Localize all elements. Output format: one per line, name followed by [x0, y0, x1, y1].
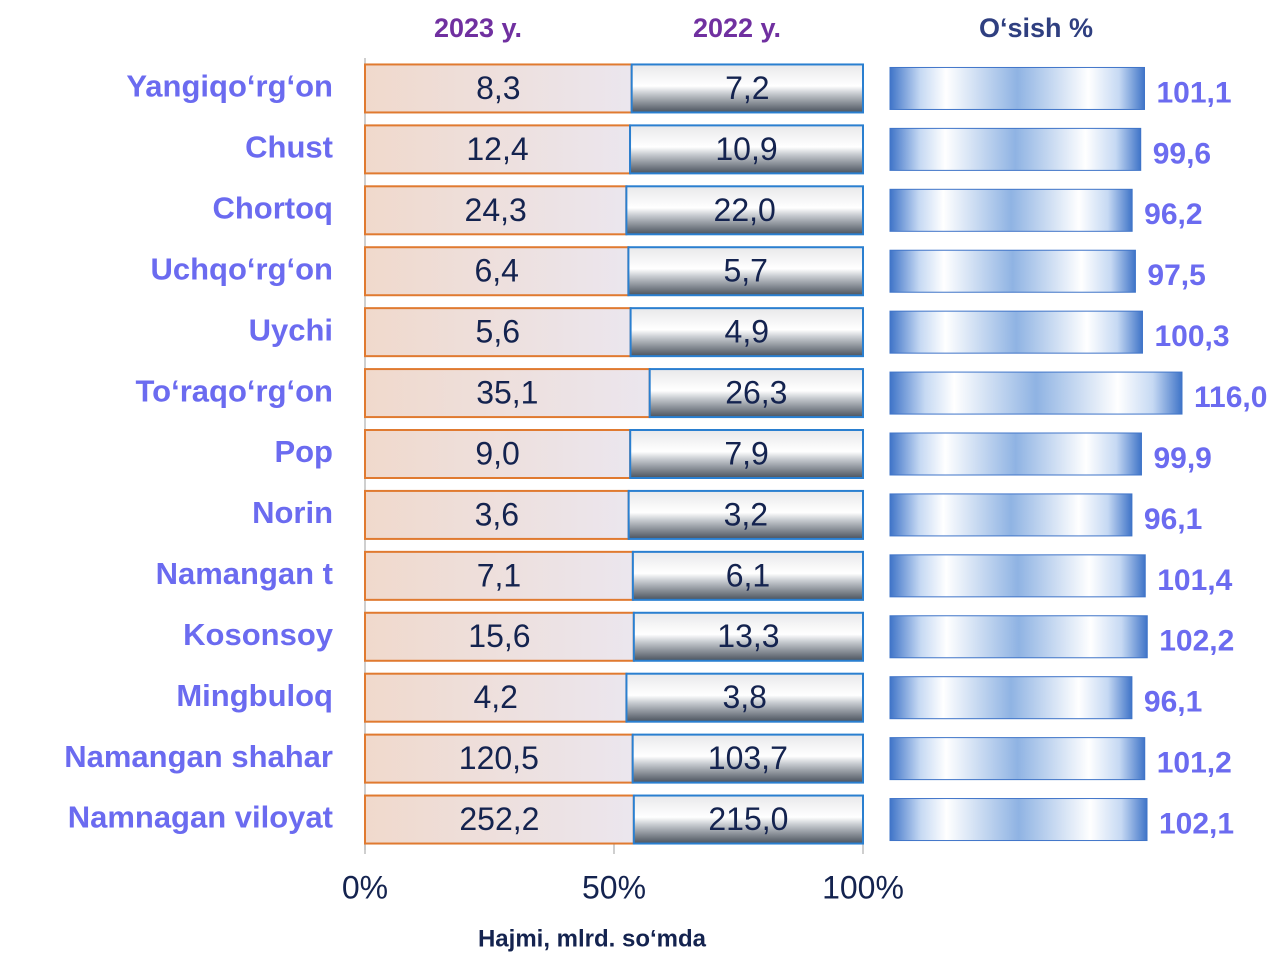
bar-segment	[632, 611, 864, 662]
growth-bar	[889, 188, 1133, 232]
bar-segment	[648, 368, 865, 419]
category-label: Chortoq	[212, 190, 333, 225]
growth-bar	[889, 737, 1146, 781]
value-label: 5,7	[723, 253, 767, 289]
value-label: 13,3	[717, 618, 779, 654]
category-label: Uchqo‘rg‘on	[150, 251, 333, 286]
value-label: 7,1	[477, 557, 521, 593]
category-label: Yangiqo‘rg‘on	[126, 69, 333, 104]
growth-bar	[889, 615, 1148, 659]
bar-segment	[364, 63, 633, 114]
value-label: 10,9	[715, 131, 777, 167]
category-label: Namnagan viloyat	[68, 800, 333, 835]
value-label: 215,0	[708, 801, 788, 837]
category-label: Namangan shahar	[64, 739, 333, 774]
growth-bar	[889, 371, 1183, 415]
value-label: 8,3	[476, 70, 520, 106]
bar-segment	[629, 124, 864, 175]
value-label: 4,2	[473, 679, 517, 715]
x-axis-title: Hajmi, mlrd. so‘mda	[478, 925, 707, 952]
bar-segment	[625, 672, 865, 723]
category-label: Mingbuloq	[176, 678, 333, 713]
growth-label: 96,1	[1144, 503, 1202, 536]
value-label: 24,3	[465, 192, 527, 228]
value-label: 9,0	[475, 435, 519, 471]
x-tick-label: 0%	[342, 869, 388, 905]
category-label: To‘raqo‘rg‘on	[136, 373, 333, 408]
value-label: 103,7	[708, 740, 788, 776]
value-label: 22,0	[714, 192, 776, 228]
growth-bar	[889, 676, 1133, 720]
growth-bar	[889, 798, 1148, 842]
bar-segment	[632, 794, 864, 845]
growth-title: O‘sish %	[979, 13, 1093, 43]
bar-segment	[364, 611, 635, 662]
growth-label: 100,3	[1154, 320, 1229, 353]
bar-segment	[625, 185, 864, 236]
bar-segment	[364, 794, 635, 845]
bar-segment	[364, 124, 632, 175]
value-label: 252,2	[459, 801, 539, 837]
growth-bar	[889, 432, 1142, 476]
growth-label: 99,6	[1153, 137, 1211, 170]
value-label: 3,2	[724, 496, 768, 532]
value-label: 15,6	[468, 618, 530, 654]
growth-bar	[889, 493, 1133, 537]
bar-segment	[627, 489, 864, 540]
growth-label: 102,1	[1159, 807, 1234, 840]
growth-bar	[889, 66, 1145, 110]
value-label: 3,6	[475, 496, 519, 532]
value-label: 5,6	[476, 314, 520, 350]
value-label: 4,9	[725, 314, 769, 350]
category-label: Kosonsoy	[183, 617, 334, 652]
value-label: 7,2	[725, 70, 769, 106]
category-label: Namangan t	[156, 556, 333, 591]
growth-label: 99,9	[1153, 442, 1211, 475]
value-label: 12,4	[466, 131, 528, 167]
growth-label: 96,1	[1144, 686, 1202, 719]
bar-segment	[627, 246, 865, 297]
value-label: 3,8	[722, 679, 766, 715]
series-header: 2022 y.	[693, 13, 781, 43]
category-label: Chust	[245, 130, 333, 165]
value-label: 7,9	[724, 435, 768, 471]
value-label: 6,1	[726, 557, 770, 593]
growth-label: 97,5	[1147, 259, 1205, 292]
growth-label: 102,2	[1159, 625, 1234, 658]
bar-segment	[629, 429, 864, 479]
bar-segment	[630, 63, 864, 114]
growth-label: 101,1	[1156, 76, 1231, 109]
bar-segment	[629, 307, 864, 358]
value-label: 26,3	[725, 375, 787, 411]
growth-bar	[889, 249, 1136, 293]
category-label: Pop	[274, 434, 333, 469]
series-header: 2023 y.	[434, 13, 522, 43]
value-label: 120,5	[459, 740, 539, 776]
value-label: 6,4	[474, 253, 518, 289]
category-label: Uychi	[249, 312, 333, 347]
bar-segment	[364, 368, 651, 419]
category-label: Norin	[252, 495, 333, 530]
x-tick-label: 100%	[822, 869, 904, 905]
bar-segment	[364, 672, 628, 723]
growth-label: 101,2	[1157, 747, 1232, 780]
growth-bar	[889, 127, 1142, 171]
bar-segment	[631, 550, 865, 601]
growth-label: 116,0	[1194, 381, 1267, 414]
growth-bar	[889, 554, 1146, 598]
bar-segment	[631, 733, 864, 784]
growth-bar	[889, 310, 1143, 354]
x-tick-label: 50%	[582, 869, 646, 905]
bar-segment	[364, 307, 632, 358]
growth-label: 101,4	[1157, 564, 1232, 597]
bar-segment	[364, 429, 632, 479]
value-label: 35,1	[476, 375, 538, 411]
growth-label: 96,2	[1144, 198, 1202, 231]
